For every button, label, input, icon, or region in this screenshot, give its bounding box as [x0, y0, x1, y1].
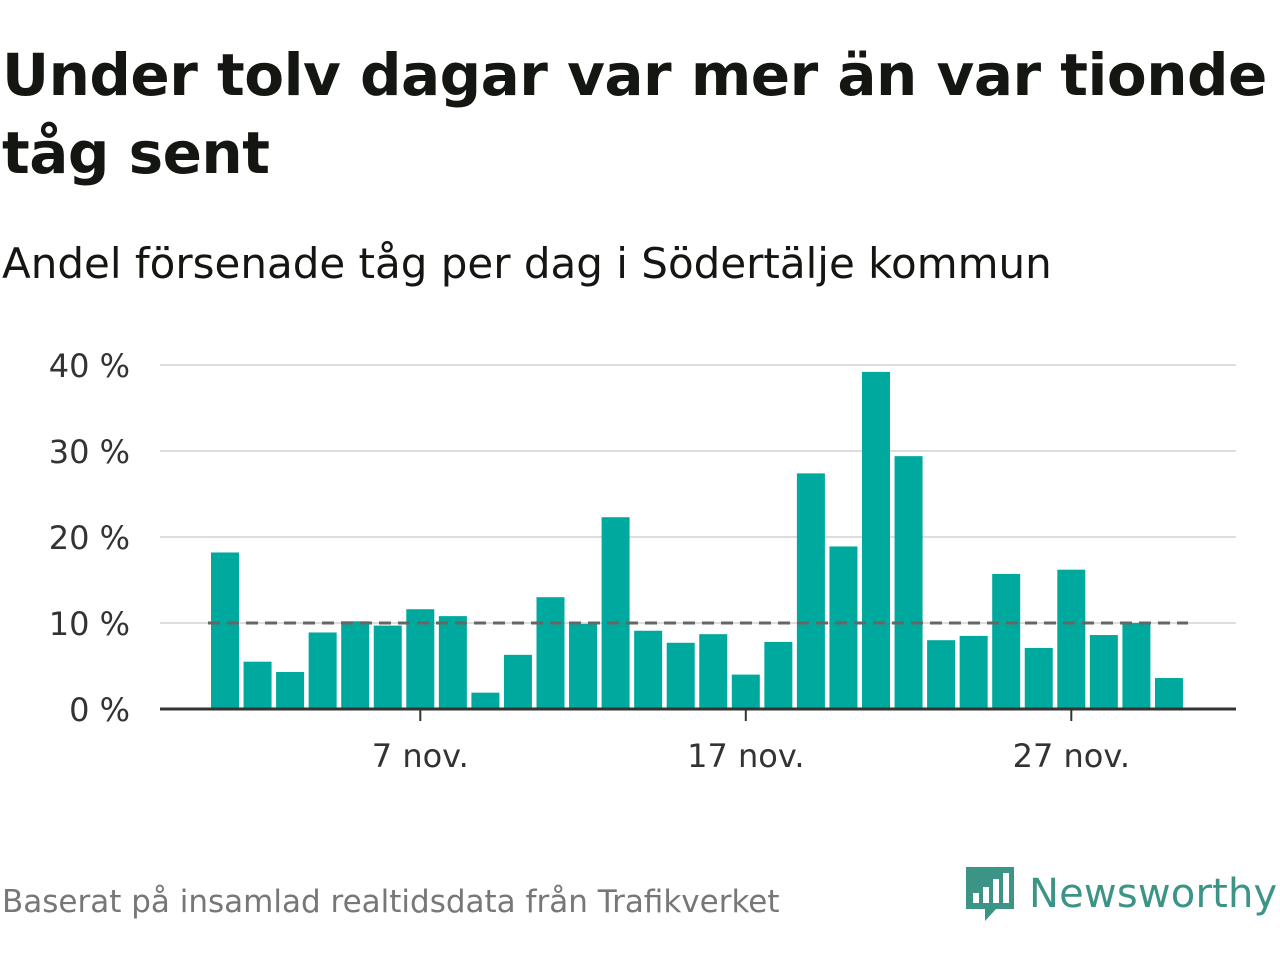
- bar: [764, 641, 793, 709]
- y-tick-label: 10 %: [49, 605, 130, 643]
- x-axis-tick-labels: 7 nov. 17 nov. 27 nov.: [372, 737, 1130, 775]
- y-tick-label: 0 %: [69, 691, 130, 729]
- bar: [373, 625, 402, 709]
- bar: [699, 634, 728, 709]
- y-tick-label: 20 %: [49, 519, 130, 557]
- bar: [1089, 635, 1118, 709]
- bar: [211, 552, 239, 709]
- bar: [634, 630, 663, 709]
- bar: [471, 692, 500, 709]
- bars: [211, 371, 1183, 709]
- bar: [927, 640, 956, 709]
- bar: [569, 623, 598, 709]
- bar-chart: 0 % 10 % 20 % 30 % 40 % 7 nov. 17 nov. 27 nov.: [49, 347, 1236, 775]
- bar: [536, 597, 565, 709]
- bar: [243, 661, 272, 709]
- y-tick-label: 40 %: [49, 347, 130, 385]
- bar: [959, 635, 988, 709]
- bar: [1057, 569, 1086, 709]
- bar: [406, 609, 435, 709]
- x-tick-label: 17 nov.: [687, 737, 804, 775]
- bar: [1122, 623, 1151, 709]
- bar: [276, 672, 305, 709]
- bar: [894, 456, 923, 709]
- grid-lines: [160, 364, 1236, 624]
- bar: [731, 674, 760, 709]
- y-axis-tick-labels: 0 % 10 % 20 % 30 % 40 %: [49, 347, 130, 729]
- bar: [308, 632, 337, 709]
- bar: [796, 473, 825, 709]
- bar: [666, 642, 695, 709]
- chart-subtitle: Andel försenade tåg per dag i Södertälje…: [2, 239, 1052, 288]
- bar: [503, 654, 532, 709]
- chart-title: Under tolv dagar var mer än var tionde t…: [2, 41, 1267, 187]
- bar: [862, 371, 890, 709]
- bar: [341, 621, 370, 709]
- brand-logo[interactable]: Newsworthy: [963, 862, 1277, 926]
- x-axis: [160, 707, 1236, 721]
- bar: [601, 517, 630, 709]
- brand-name: Newsworthy: [1029, 871, 1278, 917]
- bar: [992, 573, 1021, 709]
- bar: [1024, 647, 1053, 709]
- bar: [438, 616, 467, 709]
- bar: [1154, 678, 1183, 709]
- y-tick-label: 30 %: [49, 433, 130, 471]
- newsworthy-logo-icon: [966, 867, 1014, 921]
- x-tick-label: 7 nov.: [372, 737, 469, 775]
- source-note: Baserat på insamlad realtidsdata från Tr…: [2, 884, 780, 920]
- x-tick-label: 27 nov.: [1013, 737, 1130, 775]
- bar: [829, 546, 858, 709]
